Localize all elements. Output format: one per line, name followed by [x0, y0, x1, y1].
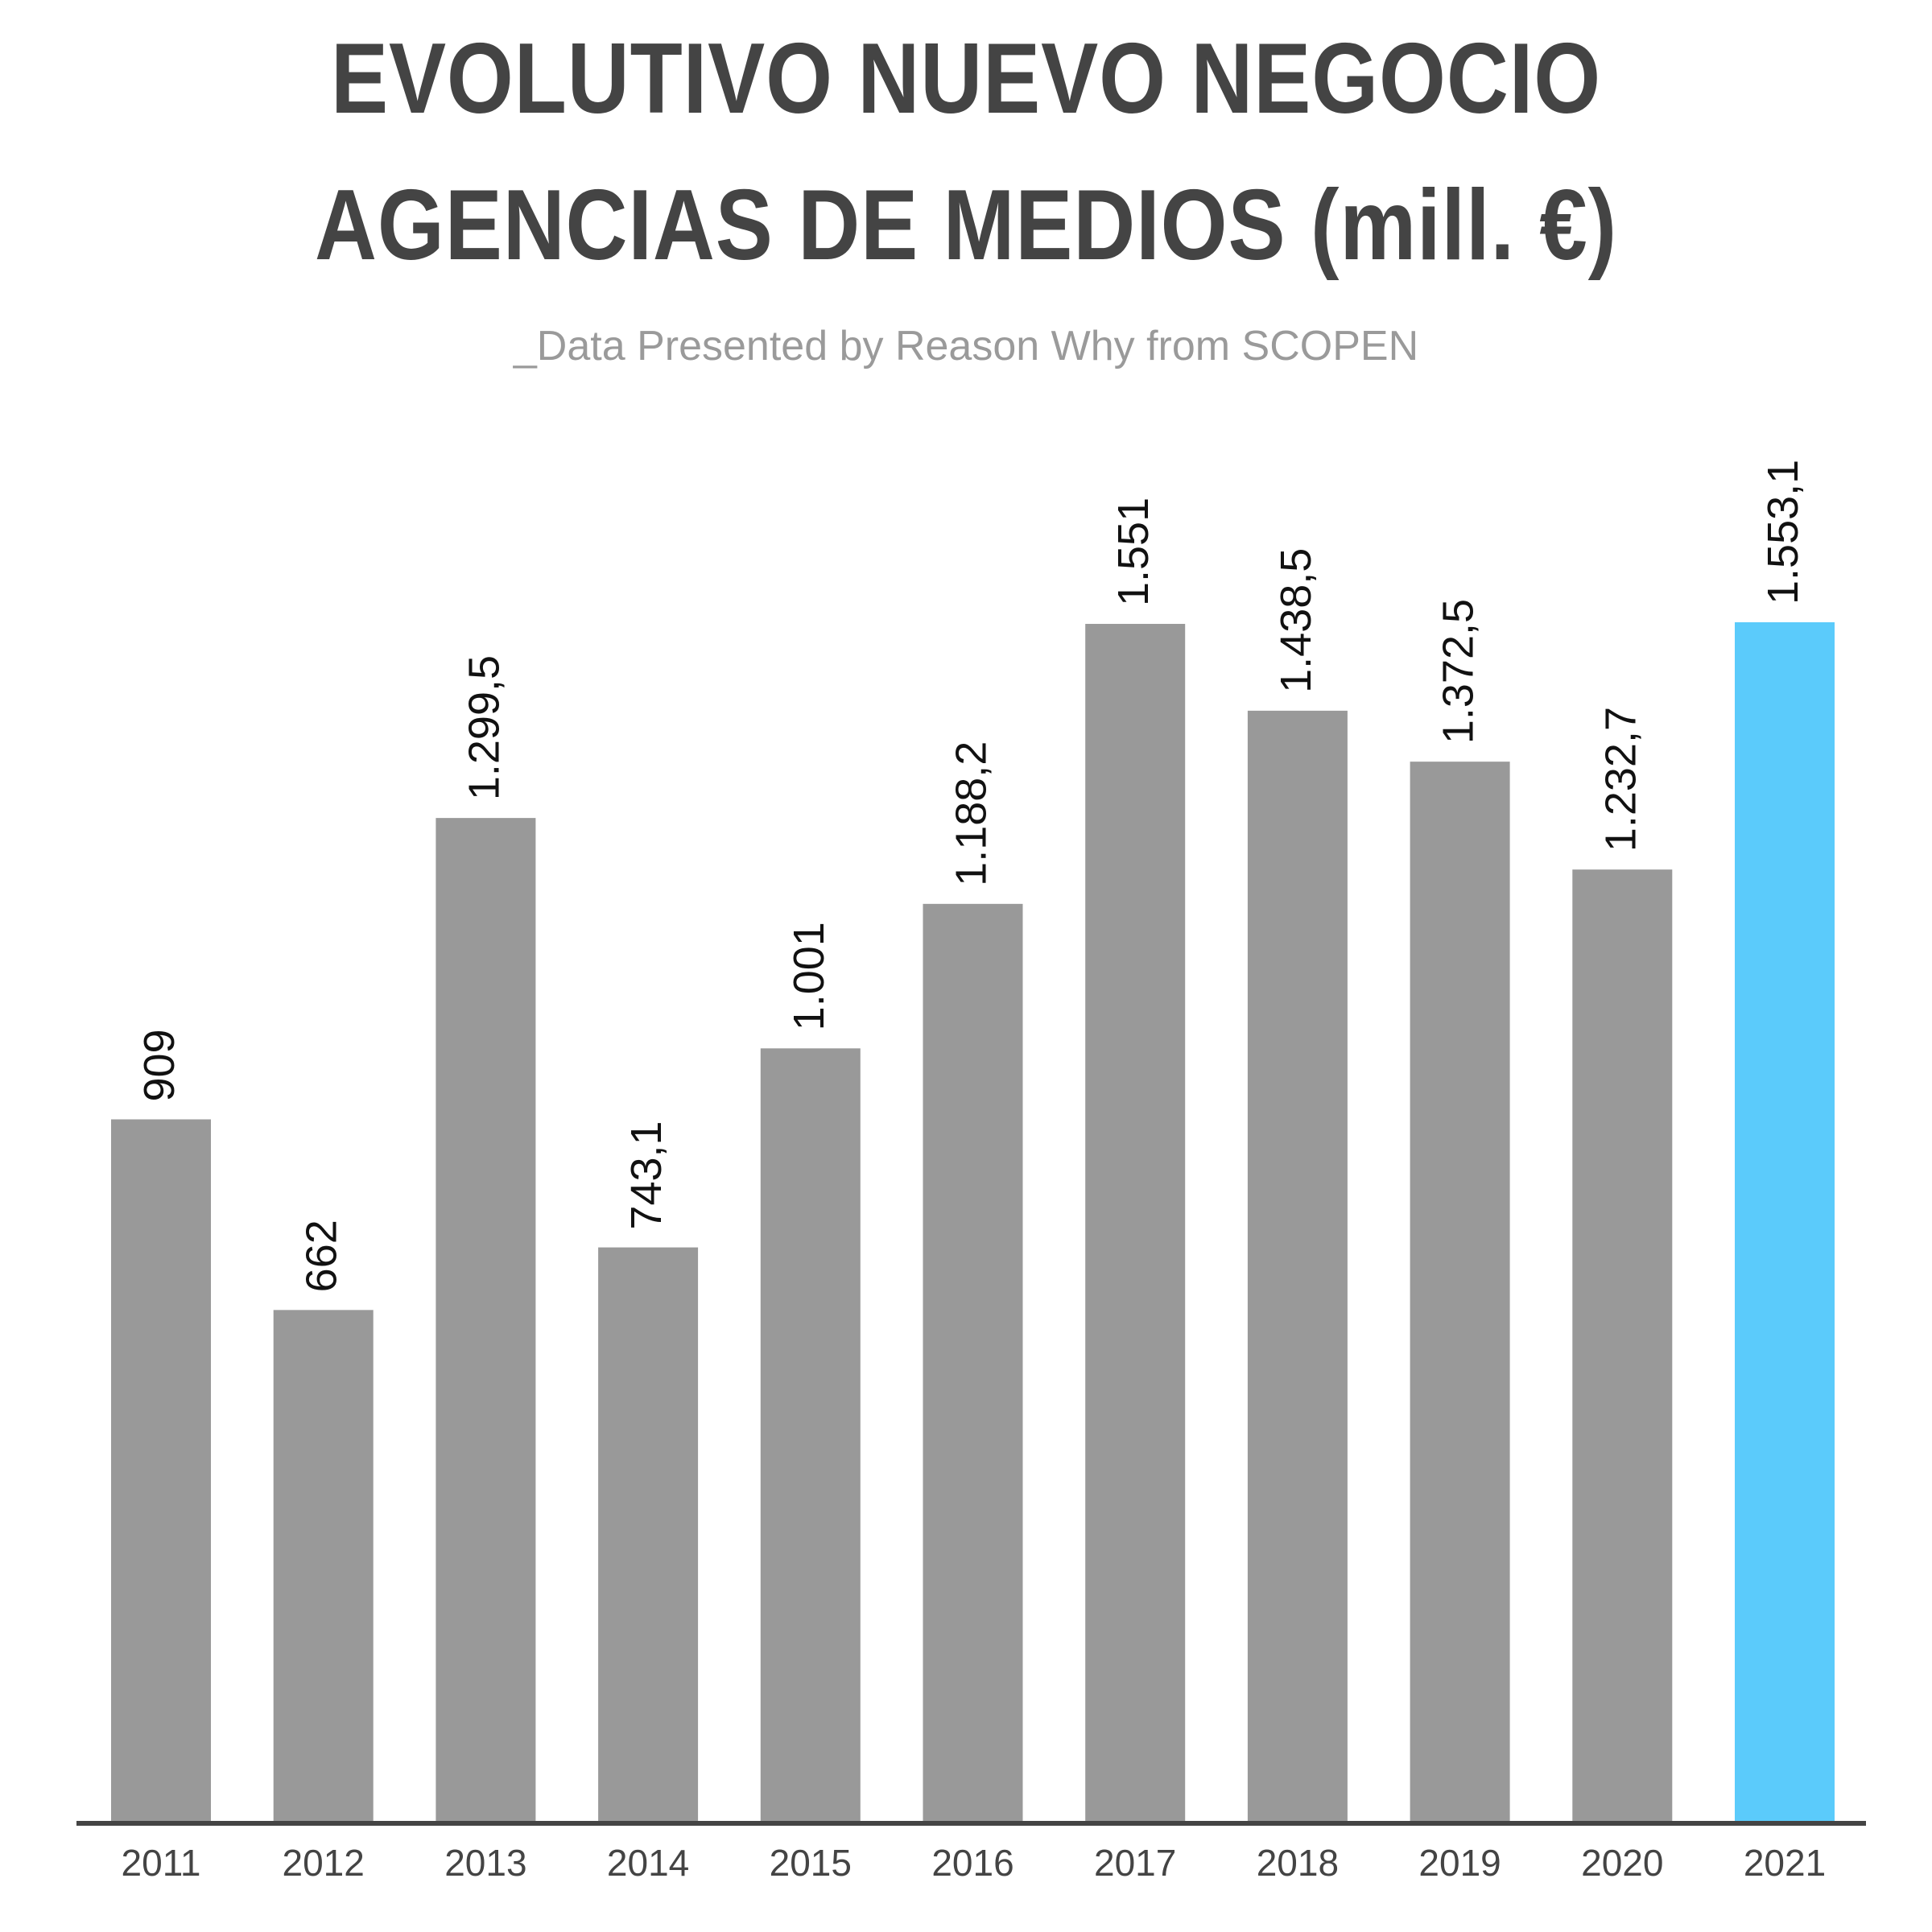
bar-2011 [111, 1119, 211, 1821]
x-tick-label-2018: 2018 [1257, 1842, 1339, 1884]
x-tick-label-2012: 2012 [283, 1842, 365, 1884]
data-label-2016: 1.188,2 [947, 741, 996, 886]
x-tick-label-2014: 2014 [607, 1842, 689, 1884]
bar-2018 [1247, 710, 1348, 1822]
data-label-2012: 662 [298, 1220, 346, 1292]
data-label-2017: 1.551 [1109, 497, 1158, 606]
bar-2021 [1735, 622, 1835, 1821]
chart-title-line-2: AGENCIAS DE MEDIOS (mill. €) [315, 170, 1617, 281]
x-tick-label-2019: 2019 [1418, 1842, 1501, 1884]
bar-2016 [923, 903, 1023, 1821]
x-tick-label-2013: 2013 [444, 1842, 526, 1884]
data-label-2021: 1.553,1 [1759, 460, 1807, 605]
chart-subtitle: _Data Presented by Reason Why from SCOPE… [513, 323, 1419, 369]
x-tick-label-2015: 2015 [770, 1842, 852, 1884]
data-label-2014: 743,1 [622, 1121, 671, 1229]
x-tick-label-2016: 2016 [931, 1842, 1013, 1884]
bar-2013 [436, 818, 536, 1822]
bar-2019 [1410, 762, 1510, 1821]
chart-title-line-1: EVOLUTIVO NUEVO NEGOCIO [330, 23, 1602, 134]
x-tick-label-2017: 2017 [1094, 1842, 1176, 1884]
bar-2020 [1572, 869, 1673, 1821]
data-label-2015: 1.001 [785, 922, 833, 1030]
data-label-2019: 1.372,5 [1435, 599, 1483, 744]
bar-2014 [598, 1247, 699, 1821]
data-label-2020: 1.232,7 [1596, 707, 1645, 852]
data-label-2011: 909 [135, 1029, 184, 1101]
data-label-2013: 1.299,5 [460, 655, 508, 800]
bar-2012 [273, 1310, 374, 1821]
bar-2015 [760, 1048, 861, 1821]
data-label-2018: 1.438,5 [1272, 548, 1320, 693]
bar-2017 [1085, 624, 1186, 1821]
x-tick-label-2011: 2011 [122, 1842, 201, 1884]
x-tick-label-2021: 2021 [1744, 1842, 1826, 1884]
x-tick-label-2020: 2020 [1581, 1842, 1663, 1884]
